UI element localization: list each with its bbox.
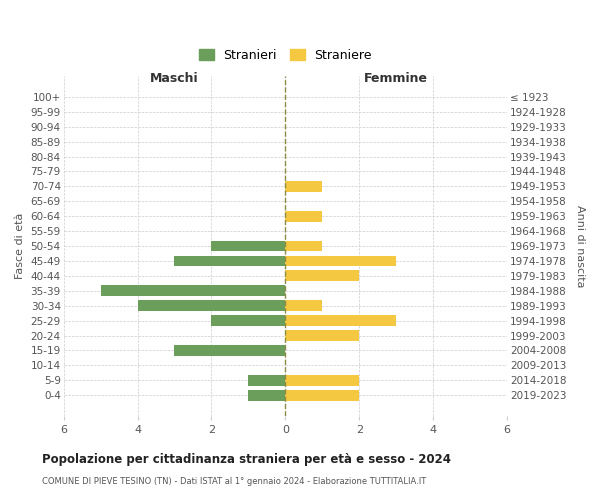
Bar <box>286 211 322 222</box>
Bar <box>286 300 322 311</box>
Bar <box>175 256 286 266</box>
Legend: Stranieri, Straniere: Stranieri, Straniere <box>195 45 376 66</box>
Y-axis label: Anni di nascita: Anni di nascita <box>575 205 585 288</box>
Bar <box>248 375 286 386</box>
Bar <box>211 315 286 326</box>
Bar <box>286 270 359 281</box>
Bar <box>211 240 286 252</box>
Bar <box>286 375 359 386</box>
Bar <box>101 286 286 296</box>
Text: Maschi: Maschi <box>150 72 199 85</box>
Bar <box>286 256 396 266</box>
Bar <box>175 345 286 356</box>
Bar <box>286 181 322 192</box>
Bar <box>286 330 359 341</box>
Bar <box>286 240 322 252</box>
Bar <box>286 390 359 400</box>
Bar <box>137 300 286 311</box>
Bar <box>286 315 396 326</box>
Bar <box>248 390 286 400</box>
Y-axis label: Fasce di età: Fasce di età <box>15 213 25 279</box>
Text: Femmine: Femmine <box>364 72 428 85</box>
Text: COMUNE DI PIEVE TESINO (TN) - Dati ISTAT al 1° gennaio 2024 - Elaborazione TUTTI: COMUNE DI PIEVE TESINO (TN) - Dati ISTAT… <box>42 478 426 486</box>
Text: Popolazione per cittadinanza straniera per età e sesso - 2024: Popolazione per cittadinanza straniera p… <box>42 452 451 466</box>
